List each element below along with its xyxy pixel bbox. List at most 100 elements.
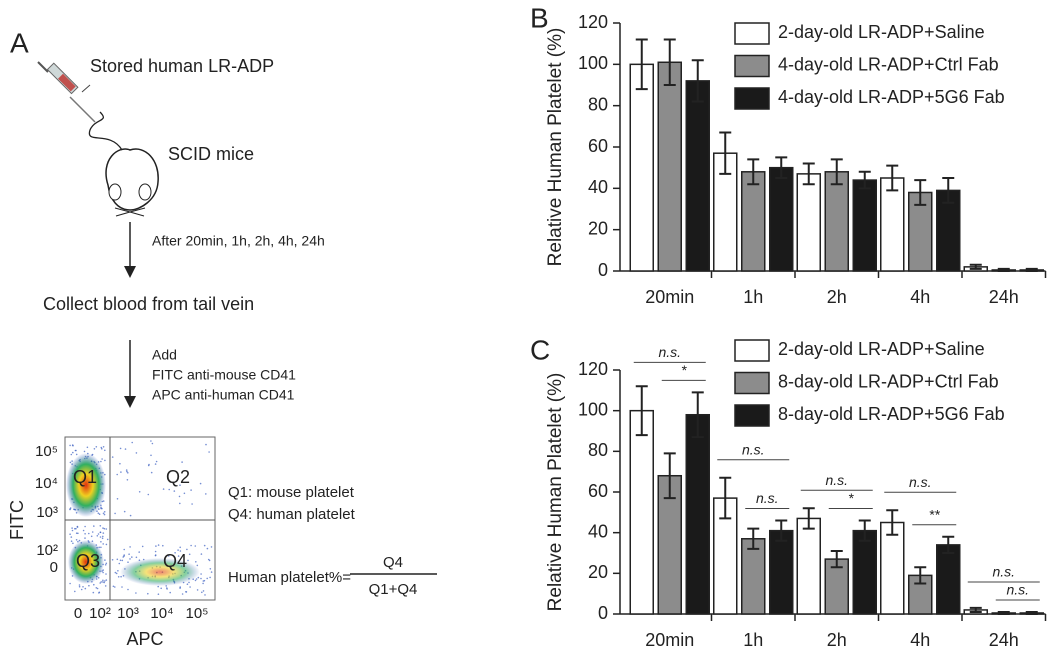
flow-event [195, 578, 198, 580]
error-bar [663, 38, 676, 86]
flow-event [121, 586, 123, 588]
flow-event [125, 469, 128, 471]
flow-event [84, 587, 87, 590]
bar [657, 61, 682, 272]
bar [741, 171, 766, 272]
legend-label: 4-day-old LR-ADP+Ctrl Fab [778, 54, 999, 74]
flow-event [174, 552, 176, 554]
flow-event [78, 584, 81, 586]
flow-cluster [120, 558, 200, 586]
flow-event [157, 585, 159, 588]
flow-y-tick: 10² [36, 542, 58, 559]
flow-event [93, 583, 95, 586]
panel-label: C [530, 334, 550, 365]
error-bar [802, 507, 815, 530]
flow-event [204, 594, 206, 596]
flow-event [105, 562, 108, 565]
legend-swatch [734, 404, 770, 427]
flow-event [126, 479, 129, 481]
flow-event [195, 561, 197, 563]
flow-event [114, 586, 116, 588]
flow-event [69, 533, 71, 535]
flow-event [205, 443, 207, 446]
significance-label: ** [929, 506, 940, 522]
flow-event [177, 555, 180, 557]
flow-event [150, 471, 153, 474]
error-bar [691, 391, 704, 439]
flow-event [115, 572, 118, 575]
legend-swatch [734, 339, 770, 362]
flow-event [75, 449, 77, 452]
flow-event [104, 459, 106, 462]
flow-event [135, 592, 137, 594]
flow-event [179, 484, 181, 487]
flow-event [84, 533, 86, 535]
flow-event [116, 558, 119, 561]
significance-label: n.s. [992, 564, 1015, 580]
y-tick-label: 0 [598, 603, 608, 623]
flow-event [191, 503, 193, 505]
flow-event [75, 532, 78, 534]
flow-event [181, 461, 183, 463]
bar [769, 529, 794, 615]
flow-event [155, 460, 158, 463]
bar [685, 80, 710, 272]
legend-label: 4-day-old LR-ADP+5G6 Fab [778, 87, 1005, 107]
flow-event [83, 450, 86, 453]
flow-event [135, 556, 138, 559]
flow-event [102, 527, 104, 529]
significance-label: n.s. [1006, 582, 1029, 598]
flow-event [200, 577, 202, 580]
x-tick-label: 1h [743, 287, 763, 307]
flow-event [188, 581, 190, 584]
flow-event [119, 447, 122, 450]
flow-event [190, 544, 192, 547]
error-bar [830, 549, 843, 569]
flow-event [72, 542, 74, 545]
quadrant-label: Q3 [76, 551, 100, 571]
flow-event [101, 537, 104, 540]
bar [824, 171, 849, 272]
y-tick-label: 20 [588, 218, 608, 238]
flow-event [99, 582, 101, 584]
error-bar [858, 519, 871, 542]
flow-event [100, 506, 102, 509]
legend-swatch [734, 22, 770, 45]
bar [629, 409, 654, 615]
y-tick-label: 40 [588, 521, 608, 541]
error-bar [775, 519, 788, 542]
error-bar [858, 170, 871, 190]
flow-event [91, 531, 94, 533]
flow-event [86, 446, 89, 449]
error-bar [942, 177, 955, 204]
x-tick-label: 4h [910, 630, 930, 650]
flow-event [72, 451, 74, 454]
flow-event [70, 540, 73, 542]
x-tick-label: 2h [827, 287, 847, 307]
flow-event [119, 462, 121, 465]
flow-event [106, 538, 109, 541]
flow-event [121, 559, 124, 562]
flow-x-tick: 10³ [117, 605, 139, 622]
flow-event [168, 488, 170, 491]
flow-event [92, 591, 95, 594]
flow-event [117, 570, 119, 572]
quadrant-label: Q1 [73, 467, 97, 487]
flow-event [82, 586, 84, 588]
flow-event [128, 553, 130, 555]
flow-event [99, 536, 102, 538]
flow-event [117, 576, 120, 578]
flow-event [129, 514, 132, 517]
y-tick-label: 120 [578, 359, 608, 379]
flow-event [74, 527, 76, 530]
flow-event [120, 575, 122, 578]
flow-event [104, 559, 106, 561]
y-tick-label: 100 [578, 399, 608, 419]
legend-label: 2-day-old LR-ADP+Saline [778, 22, 985, 42]
flow-event [100, 446, 103, 449]
flow-x-tick: 10⁴ [150, 605, 173, 622]
flow-event [202, 590, 205, 592]
flow-event [210, 571, 213, 573]
flow-event [187, 559, 189, 562]
